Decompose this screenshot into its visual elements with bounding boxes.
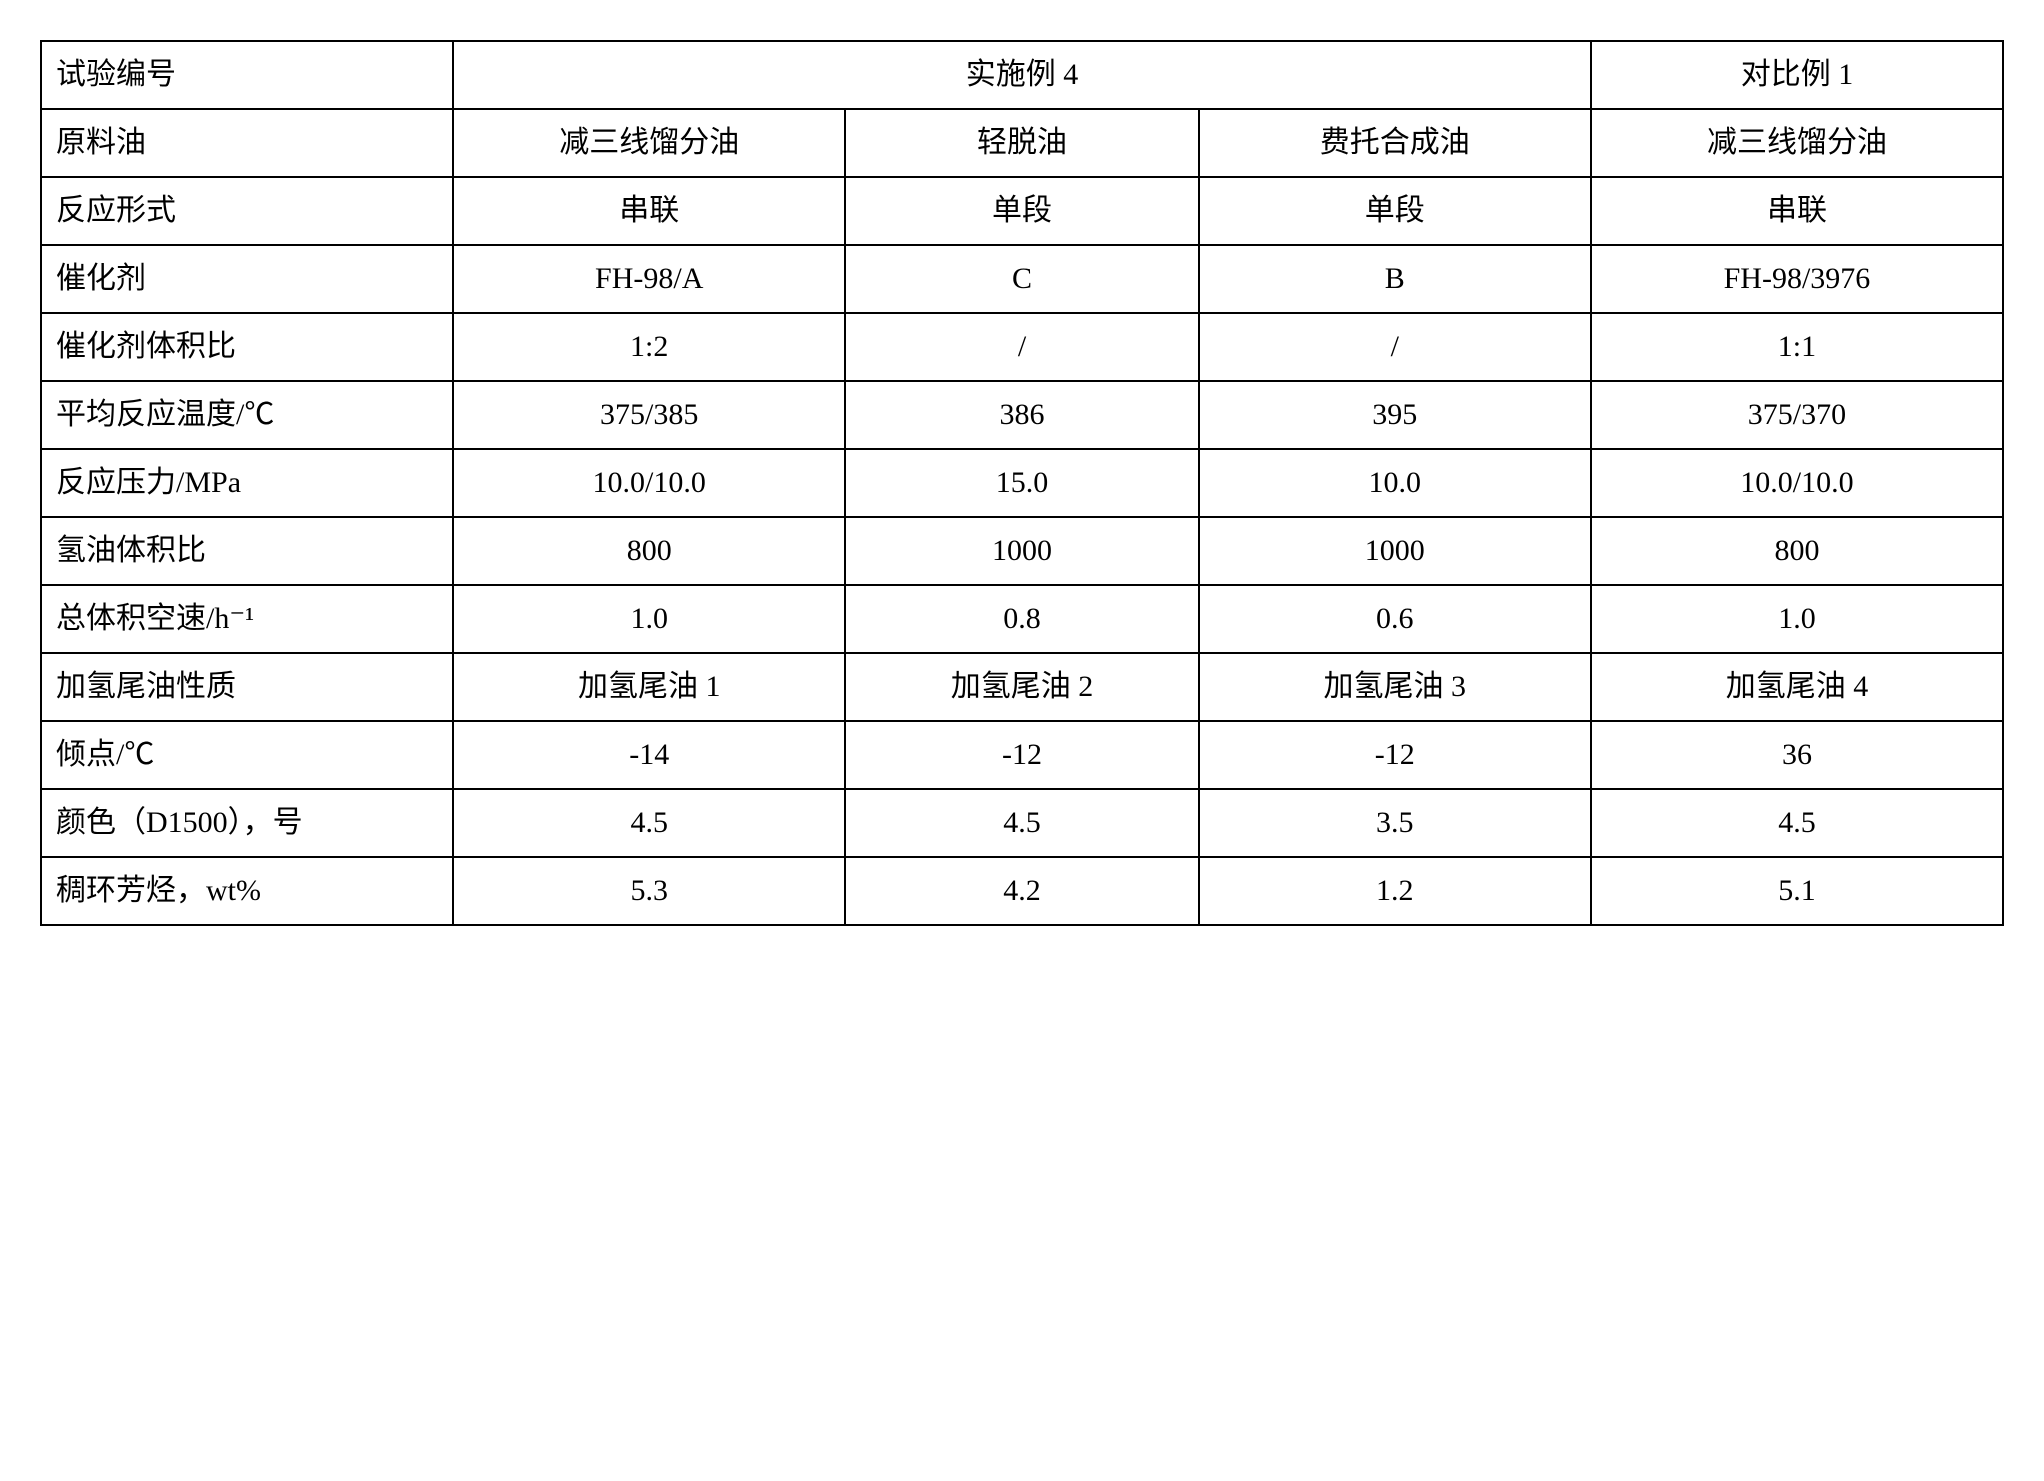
table-row: 倾点/℃ -14 -12 -12 36 — [41, 721, 2003, 789]
cell: 单段 — [1199, 177, 1591, 245]
cell: 15.0 — [845, 449, 1198, 517]
table-row: 颜色（D1500），号 4.5 4.5 3.5 4.5 — [41, 789, 2003, 857]
row-label: 原料油 — [41, 109, 453, 177]
cell: 0.6 — [1199, 585, 1591, 653]
row-label: 平均反应温度/℃ — [41, 381, 453, 449]
cell: FH-98/A — [453, 245, 845, 313]
row-label: 氢油体积比 — [41, 517, 453, 585]
cell: 加氢尾油 2 — [845, 653, 1198, 721]
cell: 4.5 — [1591, 789, 2003, 857]
cell: 1.0 — [1591, 585, 2003, 653]
row-label: 颜色（D1500），号 — [41, 789, 453, 857]
header-cell-example4: 实施例 4 — [453, 41, 1591, 109]
row-label: 倾点/℃ — [41, 721, 453, 789]
cell: 串联 — [1591, 177, 2003, 245]
cell: 1:1 — [1591, 313, 2003, 381]
cell: 4.2 — [845, 857, 1198, 925]
row-label: 加氢尾油性质 — [41, 653, 453, 721]
header-cell-compare1: 对比例 1 — [1591, 41, 2003, 109]
cell: 375/385 — [453, 381, 845, 449]
table-row: 加氢尾油性质 加氢尾油 1 加氢尾油 2 加氢尾油 3 加氢尾油 4 — [41, 653, 2003, 721]
cell: 5.1 — [1591, 857, 2003, 925]
table-row: 试验编号 实施例 4 对比例 1 — [41, 41, 2003, 109]
cell: 减三线馏分油 — [1591, 109, 2003, 177]
cell: 费托合成油 — [1199, 109, 1591, 177]
cell: 1.0 — [453, 585, 845, 653]
cell: 加氢尾油 3 — [1199, 653, 1591, 721]
table-container: 试验编号 实施例 4 对比例 1 原料油 减三线馏分油 轻脱油 费托合成油 减三… — [0, 0, 2044, 966]
cell: 加氢尾油 4 — [1591, 653, 2003, 721]
cell: 800 — [1591, 517, 2003, 585]
cell: 串联 — [453, 177, 845, 245]
row-label: 总体积空速/h⁻¹ — [41, 585, 453, 653]
cell: -12 — [845, 721, 1198, 789]
cell: -14 — [453, 721, 845, 789]
cell: / — [1199, 313, 1591, 381]
table-row: 原料油 减三线馏分油 轻脱油 费托合成油 减三线馏分油 — [41, 109, 2003, 177]
cell: -12 — [1199, 721, 1591, 789]
cell: 1000 — [1199, 517, 1591, 585]
row-label: 催化剂 — [41, 245, 453, 313]
cell: / — [845, 313, 1198, 381]
cell: 1:2 — [453, 313, 845, 381]
table-row: 平均反应温度/℃ 375/385 386 395 375/370 — [41, 381, 2003, 449]
cell: 386 — [845, 381, 1198, 449]
cell: 395 — [1199, 381, 1591, 449]
cell: 5.3 — [453, 857, 845, 925]
table-row: 稠环芳烃，wt% 5.3 4.2 1.2 5.1 — [41, 857, 2003, 925]
cell: 减三线馏分油 — [453, 109, 845, 177]
row-label: 催化剂体积比 — [41, 313, 453, 381]
cell: 800 — [453, 517, 845, 585]
table-row: 氢油体积比 800 1000 1000 800 — [41, 517, 2003, 585]
table-row: 反应形式 串联 单段 单段 串联 — [41, 177, 2003, 245]
row-label: 反应压力/MPa — [41, 449, 453, 517]
row-label: 反应形式 — [41, 177, 453, 245]
cell: 375/370 — [1591, 381, 2003, 449]
cell: 4.5 — [453, 789, 845, 857]
cell: 0.8 — [845, 585, 1198, 653]
table-row: 催化剂体积比 1:2 / / 1:1 — [41, 313, 2003, 381]
cell: 3.5 — [1199, 789, 1591, 857]
header-cell-test-no: 试验编号 — [41, 41, 453, 109]
row-label: 稠环芳烃，wt% — [41, 857, 453, 925]
cell: 36 — [1591, 721, 2003, 789]
cell: 10.0/10.0 — [453, 449, 845, 517]
cell: 1.2 — [1199, 857, 1591, 925]
cell: C — [845, 245, 1198, 313]
cell: FH-98/3976 — [1591, 245, 2003, 313]
cell: 加氢尾油 1 — [453, 653, 845, 721]
cell: 10.0 — [1199, 449, 1591, 517]
cell: 轻脱油 — [845, 109, 1198, 177]
cell: B — [1199, 245, 1591, 313]
cell: 10.0/10.0 — [1591, 449, 2003, 517]
table-row: 催化剂 FH-98/A C B FH-98/3976 — [41, 245, 2003, 313]
cell: 1000 — [845, 517, 1198, 585]
data-table: 试验编号 实施例 4 对比例 1 原料油 减三线馏分油 轻脱油 费托合成油 减三… — [40, 40, 2004, 926]
table-row: 反应压力/MPa 10.0/10.0 15.0 10.0 10.0/10.0 — [41, 449, 2003, 517]
cell: 4.5 — [845, 789, 1198, 857]
cell: 单段 — [845, 177, 1198, 245]
table-row: 总体积空速/h⁻¹ 1.0 0.8 0.6 1.0 — [41, 585, 2003, 653]
